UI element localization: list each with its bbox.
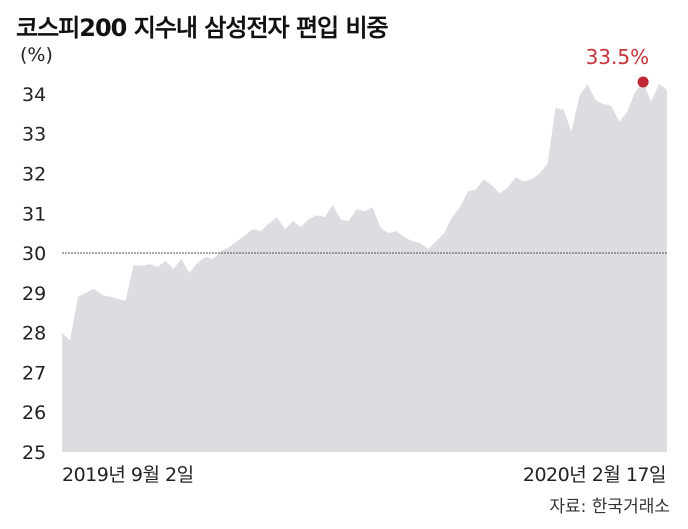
highlight-layer: 33.5% [586, 45, 650, 88]
chart-title: 코스피200 지수내 삼성전자 편입 비중 [16, 14, 389, 42]
data-area [62, 81, 667, 452]
y-tick-label: 34 [22, 84, 46, 106]
y-tick-label: 25 [22, 442, 46, 464]
y-tick-label: 28 [22, 323, 46, 345]
x-axis-start-label: 2019년 9월 2일 [62, 464, 194, 486]
y-tick-layer: 25 26 27 28 29 30 31 32 33 34 [22, 84, 46, 464]
y-tick-label: 26 [22, 402, 46, 424]
x-axis-end-label: 2020년 2월 17일 [522, 464, 667, 486]
y-tick-label: 33 [22, 124, 46, 146]
y-tick-label: 30 [22, 243, 46, 265]
y-tick-label: 32 [22, 163, 46, 185]
area-layer [62, 81, 667, 452]
y-tick-label: 31 [22, 203, 46, 225]
highlight-value-label: 33.5% [586, 45, 650, 69]
y-axis-unit: (%) [20, 44, 53, 66]
y-tick-label: 29 [22, 283, 46, 305]
highlight-point [637, 76, 649, 88]
source-note: 자료: 한국거래소 [549, 497, 670, 517]
y-tick-label: 27 [22, 362, 46, 384]
